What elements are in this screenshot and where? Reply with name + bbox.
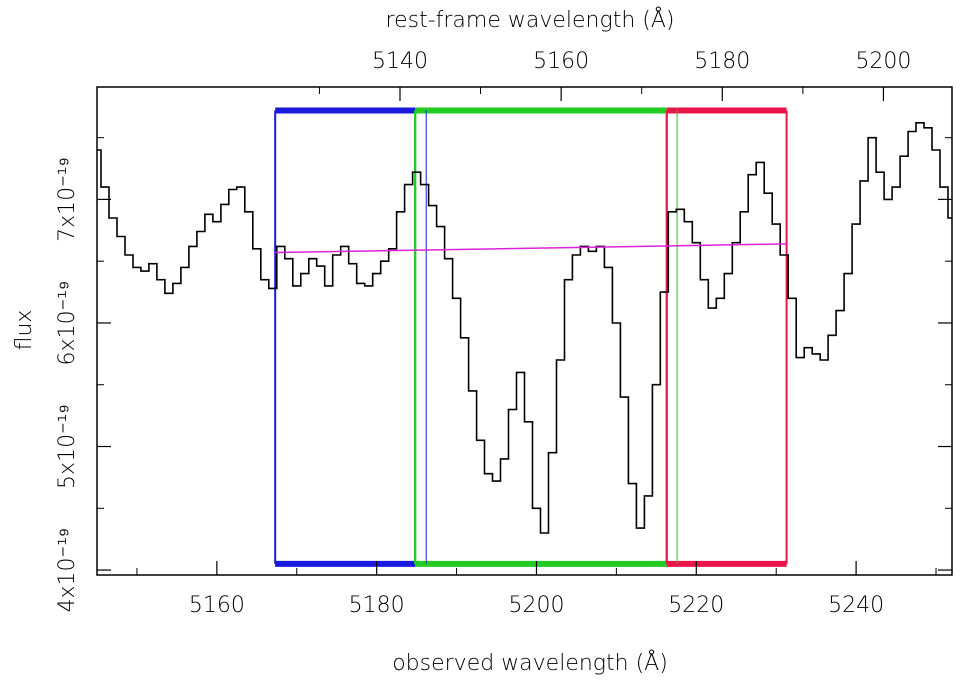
x-axis-title: observed wavelength (Å): [392, 650, 668, 676]
pseudo-continuum-line: [275, 243, 787, 254]
x-tick-label: 5220: [668, 593, 724, 618]
spectrum-line: [97, 122, 952, 534]
x-tick-label: 5240: [828, 593, 884, 618]
spectrum-series: [97, 122, 952, 534]
y-tick-label: 7x10⁻¹⁹: [55, 157, 80, 242]
y-tick-label: 5x10⁻¹⁹: [55, 404, 80, 489]
y-axis-title: flux: [12, 310, 37, 351]
axis-ticks: [97, 87, 952, 575]
plot-frame: [96, 86, 953, 576]
x2-tick-label: 5180: [694, 49, 750, 74]
marker-lines: [415, 110, 678, 564]
x-tick-label: 5160: [189, 593, 245, 618]
x2-tick-label: 5140: [372, 49, 428, 74]
x2-tick-label: 5160: [533, 49, 589, 74]
y-tick-label: 6x10⁻¹⁹: [55, 281, 80, 366]
bandpass-boxes: [274, 107, 788, 567]
pseudo-continuum: [275, 243, 787, 254]
x-tick-label: 5180: [349, 593, 405, 618]
axis-tick-labels: 5160518052005220524051405160518052005220…: [55, 49, 911, 618]
x-tick-label: 5200: [508, 593, 564, 618]
y-tick-label: 4x10⁻¹⁹: [55, 528, 80, 613]
top-axis-title: rest-frame wavelength (Å): [386, 7, 675, 33]
x2-tick-label: 5200: [855, 49, 911, 74]
